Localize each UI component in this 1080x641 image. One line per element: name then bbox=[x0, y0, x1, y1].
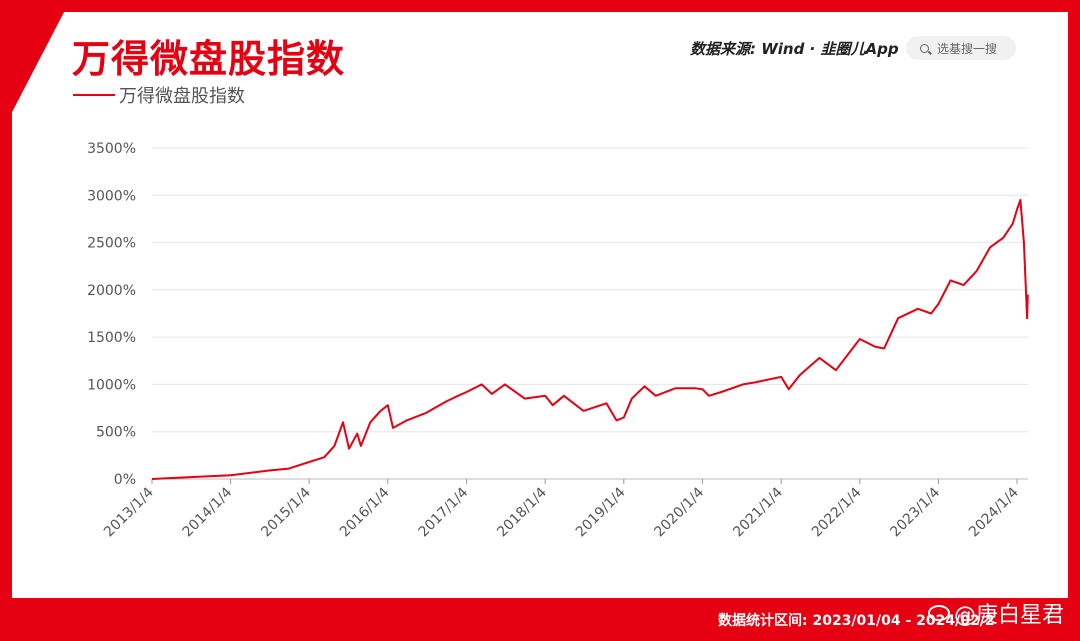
x-tick-label: 2020/1/4 bbox=[651, 484, 707, 540]
x-tick-label: 2017/1/4 bbox=[416, 484, 472, 540]
x-tick-label: 2021/1/4 bbox=[730, 484, 786, 540]
x-tick-label: 2019/1/4 bbox=[573, 484, 629, 540]
y-tick-label: 500% bbox=[96, 425, 136, 441]
y-tick-label: 3500% bbox=[87, 141, 136, 157]
y-tick-label: 2000% bbox=[87, 283, 136, 299]
page-title: 万得微盘股指数 bbox=[72, 37, 346, 81]
weibo-watermark: @庚白星君 bbox=[928, 597, 1064, 629]
search-icon bbox=[920, 43, 929, 53]
legend-label: 万得微盘股指数 bbox=[119, 86, 245, 107]
corner-decoration bbox=[12, 12, 64, 112]
weibo-icon bbox=[928, 605, 950, 621]
x-tick-label: 2018/1/4 bbox=[494, 484, 550, 540]
x-tick-label: 2015/1/4 bbox=[258, 484, 314, 540]
x-tick-label: 2014/1/4 bbox=[180, 484, 236, 540]
series-line bbox=[151, 199, 1029, 480]
date-range: 数据统计区间: 2023/01/04 - 2024/02/2 bbox=[718, 613, 995, 629]
x-tick-label: 2023/1/4 bbox=[887, 484, 943, 540]
x-tick-label: 2013/1/4 bbox=[101, 484, 157, 540]
y-tick-label: 1500% bbox=[87, 330, 136, 346]
legend: 万得微盘股指数 bbox=[73, 82, 245, 108]
y-tick-label: 1000% bbox=[87, 377, 136, 393]
x-tick-label: 2024/1/4 bbox=[966, 484, 1022, 540]
chart-card bbox=[12, 12, 1068, 598]
data-source: 数据来源: Wind · 韭圈儿App bbox=[690, 40, 899, 58]
y-tick-label: 3000% bbox=[87, 188, 136, 204]
y-tick-label: 2500% bbox=[87, 236, 136, 252]
weibo-user: @庚白星君 bbox=[954, 603, 1065, 628]
search-placeholder: 选基搜一搜 bbox=[937, 41, 998, 56]
legend-line-swatch bbox=[73, 94, 115, 96]
x-tick-label: 2016/1/4 bbox=[337, 484, 393, 540]
y-tick-label: 0% bbox=[114, 472, 136, 488]
x-tick-label: 2022/1/4 bbox=[809, 484, 865, 540]
search-input[interactable]: 选基搜一搜 bbox=[906, 36, 1016, 60]
